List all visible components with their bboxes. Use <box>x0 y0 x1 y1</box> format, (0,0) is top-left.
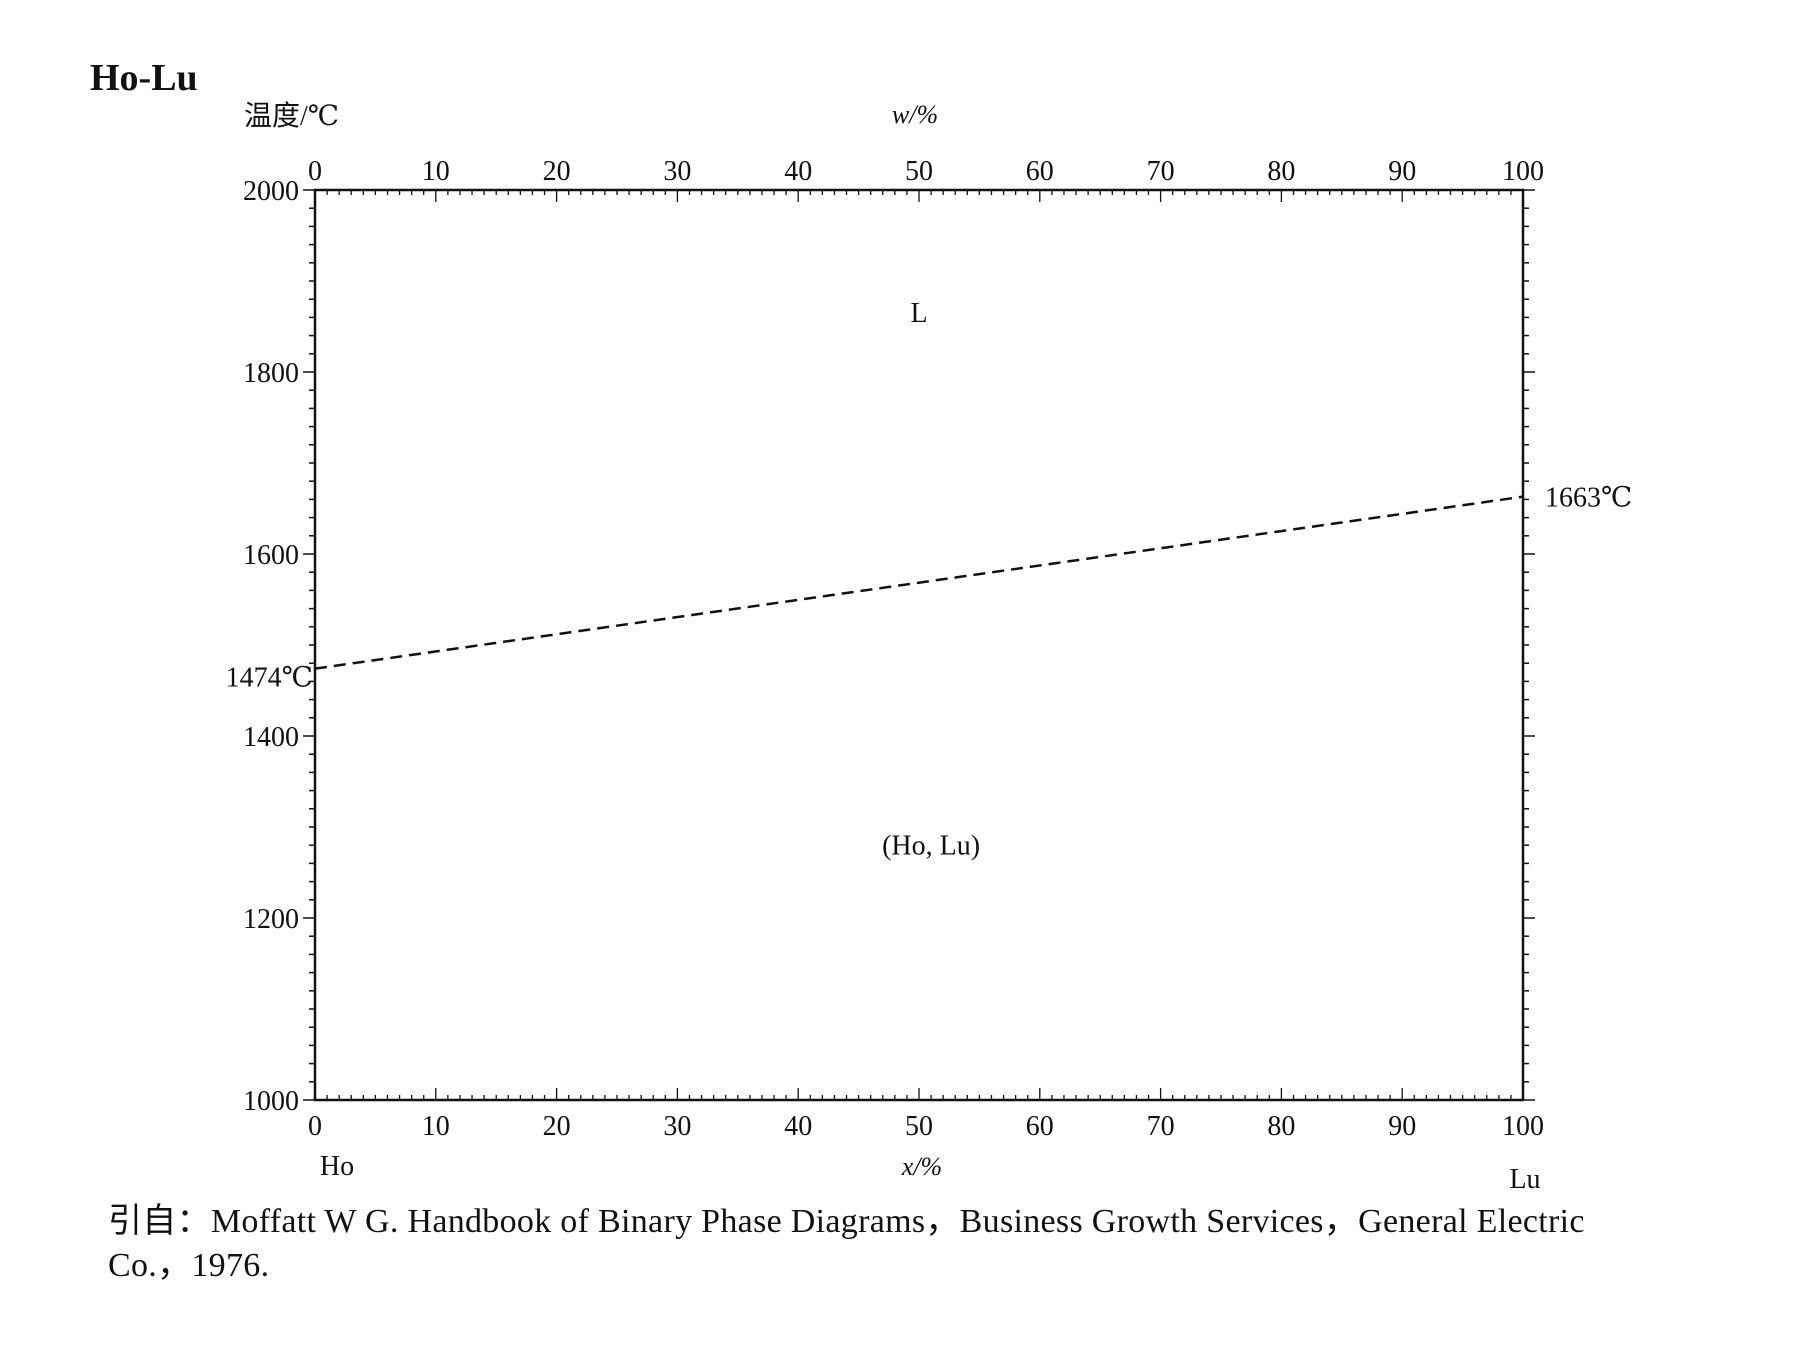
bottom-x-axis: 0 10 20 30 40 50 60 70 80 90 100 <box>308 1088 1544 1142</box>
melting-line <box>314 495 1524 670</box>
phase-label-liquid: L <box>910 298 927 329</box>
x-bottom-tick-label: 0 <box>308 1111 322 1142</box>
x-bottom-tick-label: 30 <box>663 1111 691 1142</box>
x-bottom-tick-label: 80 <box>1267 1111 1295 1142</box>
y-axis: 1000 1200 1400 1600 1800 2000 <box>243 176 1535 1117</box>
caption-line-1: 引自：Moffatt W G. Handbook of Binary Phase… <box>108 1203 1585 1240</box>
left-melting-point-label: 1474℃ <box>226 663 313 694</box>
source-caption: 引自：Moffatt W G. Handbook of Binary Phase… <box>108 1200 1778 1288</box>
left-element-label: Ho <box>320 1151 354 1182</box>
y-tick-label: 2000 <box>243 176 299 207</box>
x-bottom-tick-label: 90 <box>1388 1111 1416 1142</box>
x-top-tick-label: 60 <box>1026 156 1054 187</box>
x-top-tick-label: 80 <box>1267 156 1295 187</box>
x-top-tick-label: 40 <box>784 156 812 187</box>
bottom-axis-label: x/% <box>901 1152 942 1181</box>
x-top-tick-label: 70 <box>1147 156 1175 187</box>
chart-title: Ho-Lu <box>90 57 198 99</box>
x-top-tick-label: 90 <box>1388 156 1416 187</box>
x-bottom-tick-label: 10 <box>422 1111 450 1142</box>
x-top-tick-label: 100 <box>1502 156 1544 187</box>
y-tick-label: 1800 <box>243 358 299 389</box>
x-top-tick-label: 10 <box>422 156 450 187</box>
x-top-tick-label: 50 <box>905 156 933 187</box>
x-bottom-tick-label: 100 <box>1502 1111 1544 1142</box>
x-bottom-tick-label: 70 <box>1147 1111 1175 1142</box>
x-top-tick-label: 0 <box>308 156 322 187</box>
y-tick-label: 1400 <box>243 722 299 753</box>
right-element-label: Lu <box>1509 1164 1540 1195</box>
y-tick-label: 1200 <box>243 904 299 935</box>
right-melting-point-label: 1663℃ <box>1545 483 1632 514</box>
x-bottom-tick-label: 50 <box>905 1111 933 1142</box>
caption-line-2: Co.，1976. <box>108 1247 270 1284</box>
x-top-tick-label: 30 <box>663 156 691 187</box>
x-bottom-tick-label: 20 <box>543 1111 571 1142</box>
top-axis-label: w/% <box>892 100 938 129</box>
y-tick-label: 1000 <box>243 1086 299 1117</box>
y-tick-label: 1600 <box>243 540 299 571</box>
phase-label-solid: (Ho, Lu) <box>882 830 980 861</box>
top-x-axis: 0 10 20 30 40 50 60 70 80 90 100 <box>308 156 1544 202</box>
x-bottom-tick-label: 60 <box>1026 1111 1054 1142</box>
y-axis-label: 温度/℃ <box>244 100 339 132</box>
x-bottom-tick-label: 40 <box>784 1111 812 1142</box>
x-top-tick-label: 20 <box>543 156 571 187</box>
